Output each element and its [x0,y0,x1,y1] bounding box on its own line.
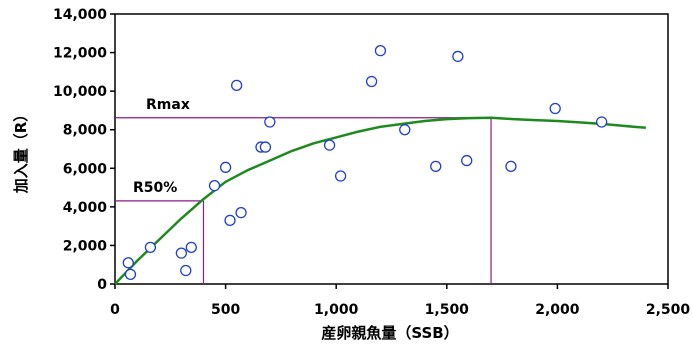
fitted-curve [114,116,647,285]
y-tick-label: 8,000 [63,123,108,139]
x-tick-label: 1,500 [425,302,470,318]
data-point [175,247,188,259]
r50-label: R50% [133,180,177,196]
x-tick-label: 0 [110,302,120,318]
y-axis-title: 加入量（R） [12,107,30,195]
x-tick-label: 2,000 [535,302,580,318]
y-tick-label: 12,000 [53,46,107,62]
data-point [219,161,232,173]
data-point [461,154,473,167]
data-point [595,116,608,128]
plot-area-frame [114,13,669,285]
data-point [235,206,247,219]
data-point [452,50,464,63]
data-point [259,141,272,153]
y-tick-label: 14,000 [53,7,107,23]
y-tick-label: 10,000 [53,84,107,100]
data-point [399,124,411,136]
y-tick-label: 0 [97,277,107,293]
data-point [505,160,517,173]
data-point [122,257,134,269]
rmax-label: Rmax [146,97,190,113]
y-tick-label: 2,000 [63,238,108,254]
data-point [323,139,336,151]
data-points [122,44,608,281]
data-point [185,241,197,254]
data-point [264,116,276,128]
data-point [208,179,221,192]
x-axis-title: 産卵親魚量（SSB） [321,324,458,342]
fitted-curve-line [114,116,647,285]
data-point [549,102,561,115]
data-point [231,79,243,92]
annotations: Rmax R50% [133,97,190,196]
y-axis-ticks: 0 2,000 4,000 6,000 8,000 10,000 12,000 14,000 [53,7,115,293]
data-point [144,241,157,254]
x-tick-label: 500 [211,302,240,318]
axes [114,13,669,285]
x-tick-label: 1,000 [314,302,359,318]
x-tick-label: 2,500 [646,302,691,318]
reference-lines [115,117,492,284]
data-point [180,264,192,277]
y-tick-label: 6,000 [63,161,108,177]
data-point [430,160,442,173]
data-point [365,75,378,88]
data-point [334,170,347,182]
x-axis-ticks: 0 500 1,000 1,500 2,000 2,500 [110,284,690,318]
data-point [224,214,236,227]
data-point [374,44,387,57]
data-point [124,268,137,281]
y-tick-label: 4,000 [63,200,108,216]
